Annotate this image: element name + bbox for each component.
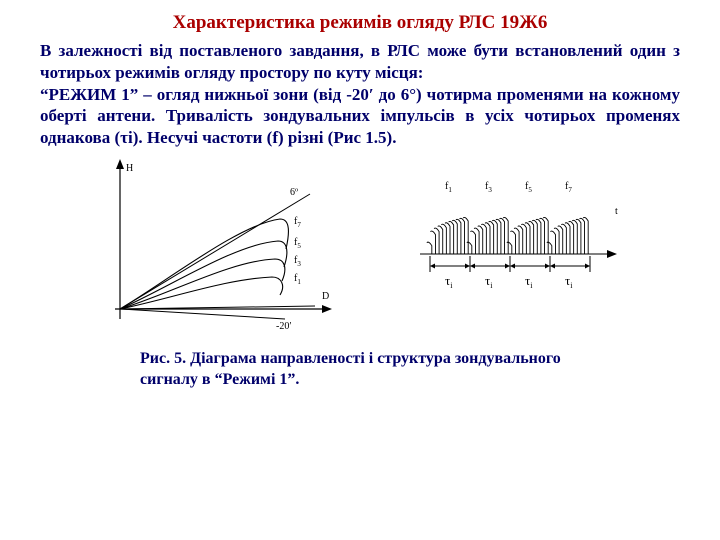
x-axis-label: D [322,291,329,302]
directivity-diagram: f7 f5 f3 f1 H D 6º -20′ [110,159,380,334]
svg-text:f5: f5 [294,237,301,250]
svg-text:f3: f3 [294,255,301,268]
svg-text:f3: f3 [485,181,492,194]
svg-text:f1: f1 [445,181,452,194]
svg-text:τi: τi [485,273,493,290]
paragraph-mode1: “РЕЖИМ 1” – огляд нижньої зони (від -20′… [40,85,680,148]
body-text: В залежності від поставленого завдання, … [40,40,680,149]
figure-caption: Рис. 5. Діаграма направленості і структу… [140,348,600,391]
directivity-svg: f7 f5 f3 f1 H D 6º -20′ [110,159,380,334]
page-container: Характеристика режимів огляду РЛС 19Ж6 В… [0,0,720,540]
svg-text:f1: f1 [294,273,301,286]
t-axis-label: t [615,206,618,217]
svg-text:τi: τi [565,273,573,290]
page-title: Характеристика режимів огляду РЛС 19Ж6 [40,12,680,34]
svg-text:τi: τi [445,273,453,290]
svg-text:f7: f7 [294,216,301,229]
upper-bound-label: 6º [290,187,298,198]
paragraph-lead: В залежності від поставленого завдання, … [40,41,680,82]
y-axis-label: H [126,163,133,174]
figures-row: f7 f5 f3 f1 H D 6º -20′ t τi f1 τi f3 τi f5 τi f7 [40,159,680,334]
pulse-svg: t τi f1 τi f3 τi f5 τi f7 [410,159,640,334]
svg-text:f7: f7 [565,181,572,194]
svg-text:τi: τi [525,273,533,290]
svg-text:f5: f5 [525,181,532,194]
lower-bound-label: -20′ [276,321,292,332]
pulse-structure-diagram: t τi f1 τi f3 τi f5 τi f7 [410,159,640,334]
